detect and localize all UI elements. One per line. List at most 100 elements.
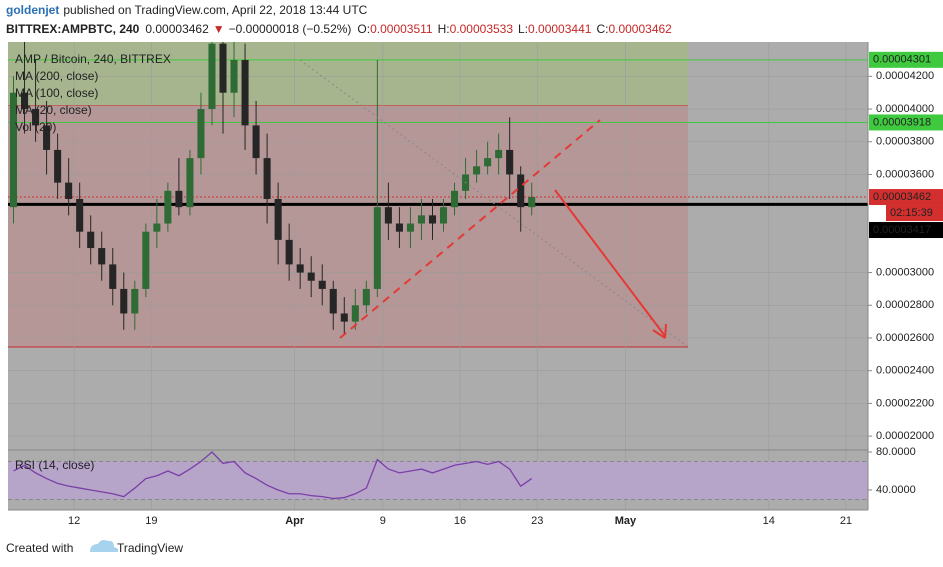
legend-entry: MA (200, close) (15, 69, 98, 83)
y-tick-label: 40.0000 (876, 484, 916, 496)
candle-body (274, 198, 282, 240)
countdown: 02:15:39 (890, 207, 933, 219)
candle-body (362, 288, 370, 306)
candle-body (142, 231, 150, 289)
candle-body (87, 231, 95, 249)
symbol-line: BITTREX:AMPBTC, 240 0.00003462 ▼ −0.0000001… (6, 22, 672, 36)
y-tick-label: 0.00003000 (876, 266, 934, 278)
candle-body (384, 207, 392, 224)
candle-body (76, 198, 84, 232)
trend-line (339, 119, 601, 339)
candle-body (506, 149, 514, 175)
price-label: 0.00003918 (873, 116, 931, 128)
ohlc-value: 0.00003533 (450, 22, 514, 36)
y-tick-label: 0.00002800 (876, 299, 934, 311)
candle-body (495, 149, 503, 159)
candle-body (241, 59, 249, 126)
published: published on TradingView.com, April 22, … (63, 3, 367, 17)
candle-body (252, 125, 260, 159)
legend-entry: MA (100, close) (15, 86, 98, 100)
candle-body (153, 223, 161, 232)
drawings (299, 59, 689, 348)
candles (9, 42, 536, 335)
levels (8, 59, 868, 206)
x-tick-label: 14 (763, 515, 775, 527)
candle-body (54, 149, 62, 183)
author[interactable]: goldenjet (6, 3, 59, 17)
arrow-head (652, 323, 667, 339)
x-tick-label: 19 (145, 515, 157, 527)
price-label: 0.00003417 (873, 224, 931, 236)
price-label-box (869, 189, 943, 206)
y-tick-label: 0.00004000 (876, 103, 934, 115)
grid (8, 42, 868, 510)
zone (8, 42, 688, 106)
logo (90, 540, 119, 552)
candle-body (473, 166, 481, 175)
candle-body (351, 305, 359, 322)
x-tick-label: 16 (454, 515, 466, 527)
change: −0.00000018 (−0.52%) (229, 22, 352, 36)
candle-body (395, 223, 403, 232)
candle-body (164, 190, 172, 224)
price-label-box (869, 222, 943, 239)
x-tick-label: May (615, 515, 637, 527)
price-label-box (869, 114, 943, 131)
x-tick-label: 9 (380, 515, 386, 527)
candle-body (21, 92, 29, 110)
candle-body (484, 158, 492, 167)
candle-body (230, 59, 238, 93)
x-tick-label: 12 (68, 515, 80, 527)
footer-brand[interactable]: TradingView (117, 541, 183, 555)
y-tick-label: 0.00002600 (876, 332, 934, 344)
header-line: goldenjet published on TradingView.com, A… (6, 3, 368, 17)
candle-body (373, 207, 381, 289)
candle-body (120, 288, 128, 314)
legend-entry: AMP / Bitcoin, 240, BITTREX (15, 52, 171, 66)
candle-body (406, 223, 414, 232)
x-tick-label: 21 (840, 515, 852, 527)
ohlc-key: O: (357, 22, 370, 36)
y-tick-label: 0.00002200 (876, 397, 934, 409)
rsi-band (8, 461, 868, 500)
candle-body (428, 215, 437, 224)
candle-body (517, 174, 525, 208)
rsi-pane (8, 451, 868, 500)
arrow (554, 189, 666, 337)
candle-body (109, 264, 117, 289)
last: 0.00003462 (145, 22, 209, 36)
legend: RSI (14, close) AMP / Bitcoin, 240, BITTR… (15, 52, 171, 472)
symbol: BITTREX:AMPBTC, 240 (6, 22, 140, 36)
candle-body (32, 109, 40, 126)
ohlc-value: 0.00003441 (528, 22, 592, 36)
trend-line (299, 59, 689, 348)
candle-body (98, 248, 106, 265)
x-tick-label: 23 (531, 515, 543, 527)
candle-body (208, 43, 216, 110)
rsi-line (13, 451, 533, 500)
ohlc-key: H: (438, 22, 450, 36)
candle-body (175, 190, 183, 208)
countdown-box (886, 205, 943, 222)
candle-body (528, 197, 536, 208)
price-label-box (869, 51, 943, 68)
zones (8, 42, 688, 348)
y-tick-label: 0.00004200 (876, 70, 934, 82)
candle-body (329, 288, 337, 314)
candle-body (263, 158, 271, 199)
candle-body (186, 158, 194, 208)
candle-body (340, 313, 348, 322)
candle-body (219, 43, 227, 93)
ohlc-key: C: (596, 22, 608, 36)
ohlc-value: 0.00003511 (370, 22, 433, 36)
footer-text: Created with (6, 541, 73, 555)
price-label: 0.00004301 (873, 54, 931, 66)
legend-entry: MA (20, close) (15, 103, 92, 117)
candle-body (65, 182, 73, 199)
candle-body (131, 288, 139, 314)
ohlc-value: 0.00003462 (608, 22, 672, 36)
ohlc-key: L: (518, 22, 528, 36)
candle-body (307, 272, 315, 281)
candle-body (318, 280, 326, 289)
